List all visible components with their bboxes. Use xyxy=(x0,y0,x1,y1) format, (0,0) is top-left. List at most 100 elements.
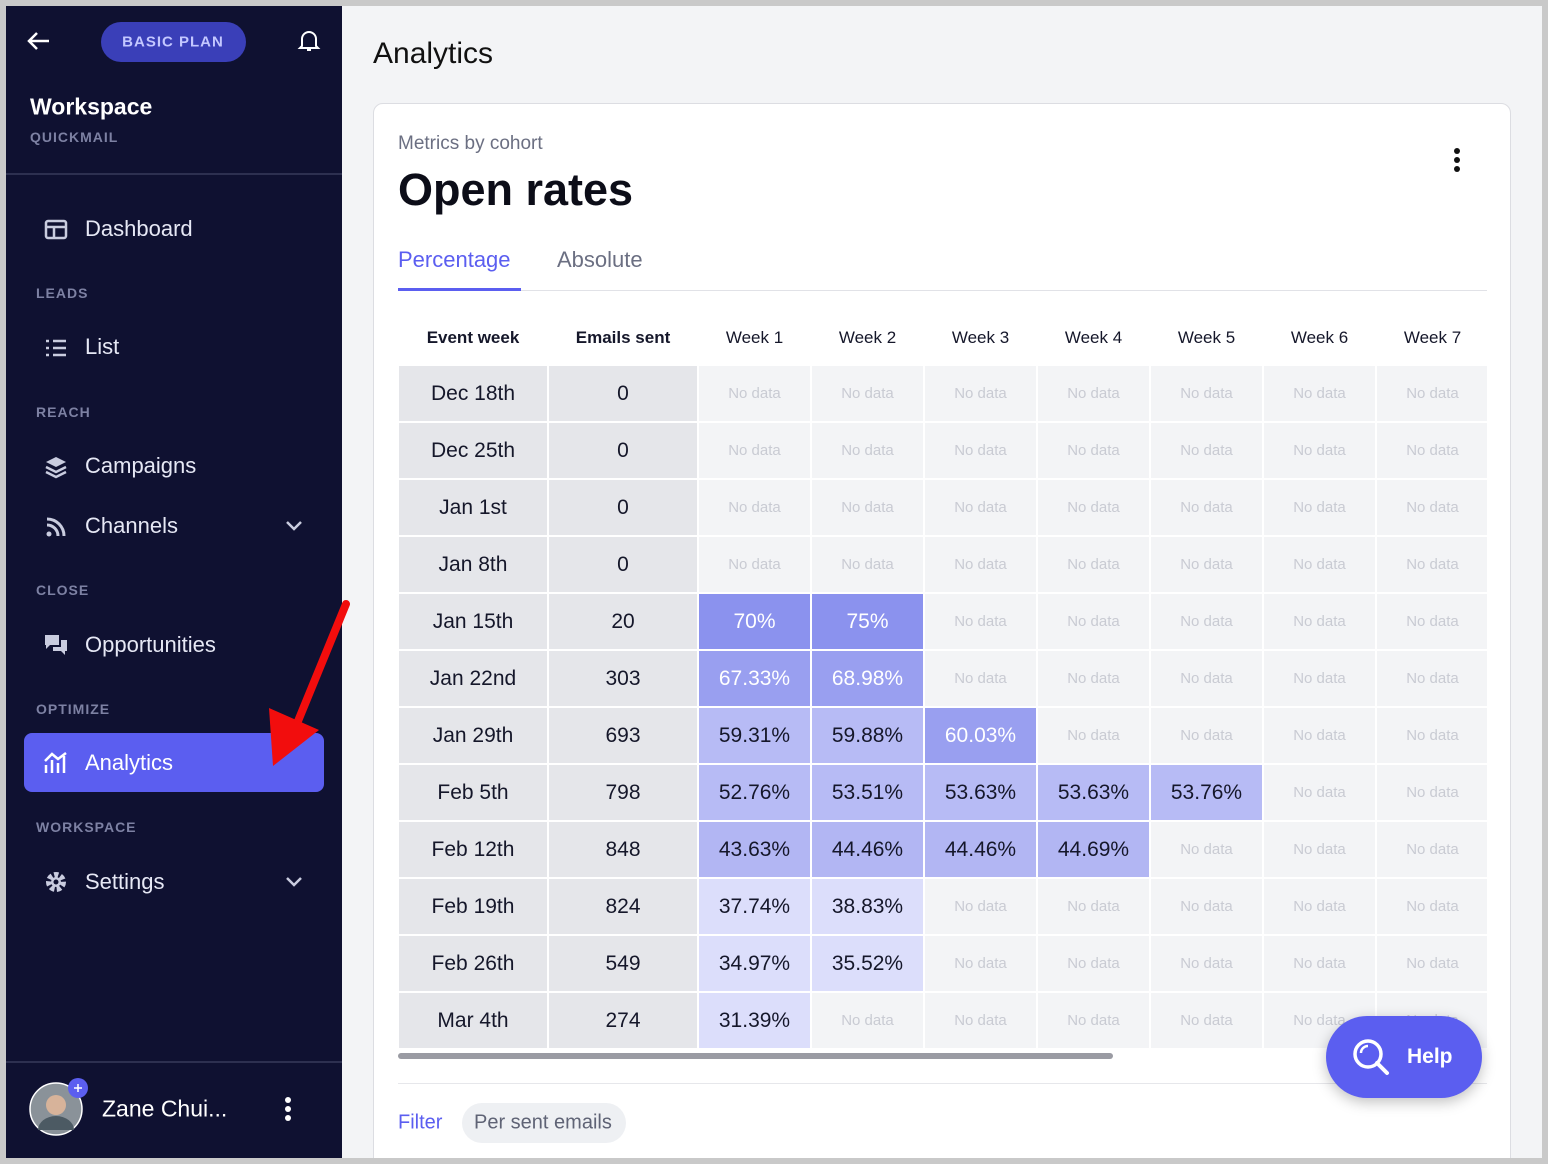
empty-cell: No data xyxy=(924,536,1037,593)
user-name[interactable]: Zane Chui... xyxy=(102,1095,228,1122)
empty-cell: No data xyxy=(1150,536,1263,593)
nav-analytics[interactable]: Analytics xyxy=(85,750,174,775)
app-window: BASIC PLAN Workspace QUICKMAIL Dashboard… xyxy=(6,6,1542,1158)
empty-cell: No data xyxy=(1263,422,1376,479)
empty-cell: No data xyxy=(1376,764,1487,821)
table-cell: 70% xyxy=(698,593,811,650)
table-cell: 53.51% xyxy=(811,764,924,821)
workspace-name: Workspace xyxy=(30,93,153,120)
column-header[interactable]: Event week xyxy=(426,327,520,347)
empty-cell: No data xyxy=(1376,878,1487,935)
filter-chip-label: Per sent emails xyxy=(474,1111,612,1134)
tab-divider xyxy=(398,290,1487,291)
help-button[interactable] xyxy=(1326,1016,1482,1098)
empty-cell: No data xyxy=(1376,821,1487,878)
empty-cell: No data xyxy=(1037,593,1150,650)
column-header[interactable]: Week 4 xyxy=(1064,327,1123,347)
chevron[interactable] xyxy=(285,876,303,888)
empty-cell: No data xyxy=(1150,992,1263,1049)
column-header[interactable]: Week 6 xyxy=(1290,327,1349,347)
table-cell: 44.69% xyxy=(1037,821,1150,878)
tab-active[interactable]: Percentage xyxy=(398,247,511,272)
nav-settings[interactable]: Settings xyxy=(85,869,165,894)
section-workspace: WORKSPACE xyxy=(36,819,137,835)
filter-chip[interactable] xyxy=(462,1103,626,1143)
column-header[interactable]: Week 3 xyxy=(951,327,1010,347)
empty-cell: No data xyxy=(1037,878,1150,935)
emails-sent: 549 xyxy=(548,935,698,992)
row-label: Feb 5th xyxy=(398,764,548,821)
page-title: Analytics xyxy=(373,37,494,70)
column-header[interactable]: Week 7 xyxy=(1403,327,1462,347)
section-optimize: OPTIMIZE xyxy=(36,701,111,717)
tab[interactable]: Absolute xyxy=(557,247,643,272)
empty-cell: No data xyxy=(1037,479,1150,536)
empty-cell: No data xyxy=(1376,536,1487,593)
column-header[interactable]: Week 5 xyxy=(1177,327,1236,347)
emails-sent: 20 xyxy=(548,593,698,650)
empty-cell: No data xyxy=(1150,422,1263,479)
sidebar: BASIC PLAN Workspace QUICKMAIL Dashboard… xyxy=(6,6,350,1158)
empty-cell: No data xyxy=(1037,650,1150,707)
scrollbar[interactable] xyxy=(398,1053,1113,1059)
empty-cell: No data xyxy=(924,935,1037,992)
empty-cell: No data xyxy=(1376,479,1487,536)
section-reach: REACH xyxy=(36,404,91,420)
back-button[interactable] xyxy=(26,30,52,52)
empty-cell: No data xyxy=(1376,422,1487,479)
table-cell: 53.63% xyxy=(924,764,1037,821)
empty-cell: No data xyxy=(1263,707,1376,764)
avatar[interactable] xyxy=(28,1078,90,1140)
row-label: Feb 26th xyxy=(398,935,548,992)
card-subtitle: Metrics by cohort xyxy=(398,133,543,154)
settings-icon xyxy=(46,872,66,892)
notifications-button[interactable] xyxy=(297,28,321,54)
chevron[interactable] xyxy=(285,520,303,532)
column-header[interactable]: Week 1 xyxy=(725,327,784,347)
filter-label[interactable]: Filter xyxy=(398,1111,443,1134)
analytics-icon xyxy=(44,752,67,773)
dashboard-icon xyxy=(44,219,68,240)
emails-sent: 824 xyxy=(548,878,698,935)
empty-cell: No data xyxy=(811,422,924,479)
row-label: Jan 8th xyxy=(398,536,548,593)
nav-campaigns[interactable]: Campaigns xyxy=(85,453,197,478)
plan-badge[interactable] xyxy=(101,22,246,62)
row-label: Feb 19th xyxy=(398,878,548,935)
empty-cell: No data xyxy=(1263,365,1376,422)
plan-label: BASIC PLAN xyxy=(122,33,224,51)
empty-cell: No data xyxy=(1037,992,1150,1049)
empty-cell: No data xyxy=(811,365,924,422)
emails-sent: 798 xyxy=(548,764,698,821)
section-leads: LEADS xyxy=(36,285,89,301)
table-cell: 34.97% xyxy=(698,935,811,992)
nav-dashboard[interactable]: Dashboard xyxy=(85,216,193,241)
campaigns-icon xyxy=(45,457,67,479)
tab-underline xyxy=(398,288,521,291)
nav-opportunities[interactable]: Opportunities xyxy=(85,632,216,657)
nav-channels[interactable]: Channels xyxy=(85,513,178,538)
row-label: Dec 18th xyxy=(398,365,548,422)
emails-sent: 693 xyxy=(548,707,698,764)
empty-cell: No data xyxy=(1376,650,1487,707)
empty-cell: No data xyxy=(924,593,1037,650)
row-label: Jan 29th xyxy=(398,707,548,764)
table-cell: 44.46% xyxy=(811,821,924,878)
column-header[interactable]: Week 2 xyxy=(838,327,897,347)
empty-cell: No data xyxy=(924,992,1037,1049)
column-header[interactable]: Emails sent xyxy=(575,327,671,347)
workspace-sub: QUICKMAIL xyxy=(30,129,119,145)
table-cell: 35.52% xyxy=(811,935,924,992)
empty-cell: No data xyxy=(1037,935,1150,992)
card-menu[interactable] xyxy=(1451,147,1463,173)
divider xyxy=(6,1061,342,1063)
user-menu[interactable] xyxy=(282,1096,294,1122)
row-label: Dec 25th xyxy=(398,422,548,479)
empty-cell: No data xyxy=(1263,479,1376,536)
empty-cell: No data xyxy=(924,365,1037,422)
section-close: CLOSE xyxy=(36,582,90,598)
empty-cell: No data xyxy=(1037,422,1150,479)
card-title: Open rates xyxy=(398,164,634,215)
nav-list[interactable]: List xyxy=(85,334,120,359)
